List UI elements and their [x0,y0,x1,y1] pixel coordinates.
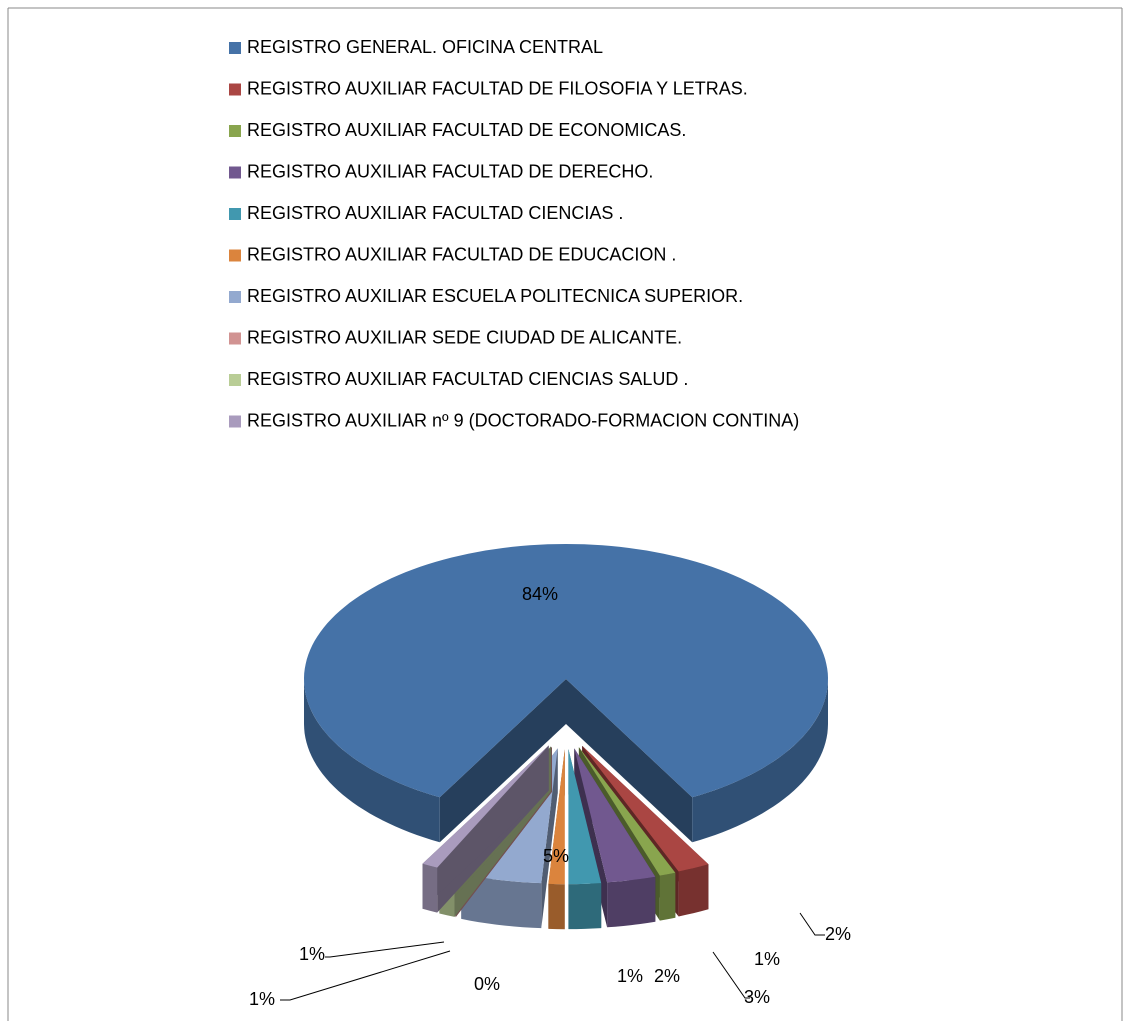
legend-swatch [229,166,241,179]
data-label: 1% [299,944,325,964]
legend-swatch [229,374,241,386]
legend-label: REGISTRO AUXILIAR FACULTAD DE ECONOMICAS… [247,120,686,140]
slice-wall [678,864,709,917]
legend-label: REGISTRO AUXILIAR FACULTAD CIENCIAS . [247,203,623,223]
legend-swatch [229,208,241,220]
slice [578,747,676,876]
data-label: 1% [754,949,780,969]
data-label: 84% [522,584,558,604]
slice-side [439,679,566,843]
data-label: 0% [474,974,500,994]
leader-line [799,912,825,936]
data-label: 2% [654,966,680,986]
data-label: 2% [825,924,851,944]
slice-wall [692,679,828,843]
legend-swatch [229,83,241,96]
legend-label: REGISTRO AUXILIAR ESCUELA POLITECNICA SU… [247,286,743,306]
data-label: 1% [617,966,643,986]
data-label: 1% [249,989,275,1009]
slice [304,544,828,798]
data-label: 5% [543,846,569,866]
legend-label: REGISTRO AUXILIAR FACULTAD DE EDUCACION … [247,244,676,264]
slice-wall [422,863,438,913]
legend-label: REGISTRO AUXILIAR SEDE CIUDAD DE ALICANT… [247,327,682,347]
legend-label: REGISTRO AUXILIAR FACULTAD DE DERECHO. [247,161,653,181]
legend-label: REGISTRO AUXILIAR nº 9 (DOCTORADO-FORMAC… [247,410,799,430]
leader-line [280,950,451,1001]
legend-swatch [229,415,241,428]
leader-line [712,951,750,999]
legend-swatch [229,42,241,54]
slice-wall [461,873,542,929]
slice [422,745,549,868]
legend-swatch [229,332,241,345]
legend-swatch [229,291,241,303]
slice-wall [659,872,676,921]
slice [548,749,565,885]
slice-side [566,679,693,843]
leader-line [325,941,445,958]
slice-wall [568,883,602,930]
slice-side [422,745,549,909]
slice-wall [548,883,565,930]
slice-wall [607,876,656,928]
legend-label: REGISTRO AUXILIAR FACULTAD CIENCIAS SALU… [247,369,688,389]
slice [582,745,709,872]
legend-swatch [229,125,241,137]
legend-label: REGISTRO GENERAL. OFICINA CENTRAL [247,37,603,57]
slice [574,748,656,883]
slice-wall [304,679,440,843]
legend-label: REGISTRO AUXILIAR FACULTAD DE FILOSOFIA … [247,78,748,98]
legend-swatch [229,249,241,262]
slice [568,749,602,885]
data-label: 3% [744,987,770,1007]
